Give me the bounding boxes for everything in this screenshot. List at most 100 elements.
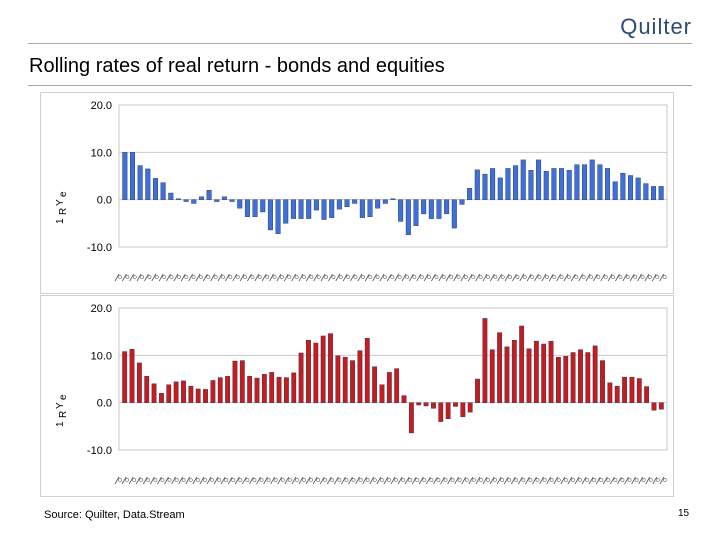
equity-returns-chart: 20.0 10.0 0.0 -10.0 1 RYe (55, 303, 668, 485)
bond-bar (612, 181, 618, 200)
page-title: Rolling rates of real return - bonds and… (29, 55, 445, 77)
bond-bar (321, 199, 327, 220)
equity-bar (298, 352, 304, 403)
equity-bar (622, 376, 627, 403)
equity-bar (526, 348, 532, 403)
equity-bar (445, 402, 451, 419)
equity-bar (306, 339, 311, 403)
bond-bar (252, 199, 258, 217)
equity-bar (497, 332, 503, 403)
bond-bar (536, 159, 542, 200)
bond-bar (313, 199, 319, 211)
equity-bar (386, 372, 392, 403)
bond-bar (237, 199, 243, 209)
equity-bar (342, 357, 348, 403)
equity-bar (328, 333, 333, 403)
equity-bar (181, 380, 186, 403)
equity-bar (379, 384, 385, 403)
bond-bar (283, 199, 289, 224)
header-divider (28, 43, 692, 44)
equity-bar (519, 325, 525, 403)
equity-bar (350, 360, 355, 403)
bond-x-tick-labels (114, 273, 667, 282)
equity-bar (629, 376, 635, 403)
equity-bar (129, 348, 135, 403)
bond-bar (398, 199, 404, 222)
equity-bar (614, 385, 620, 403)
equity-bar (533, 340, 539, 403)
equity-bar (144, 375, 150, 403)
bond-bar (605, 168, 611, 200)
equity-bar (320, 335, 326, 403)
page-number: 15 (678, 508, 690, 519)
equity-bar (578, 349, 583, 403)
bond-bar (129, 152, 135, 200)
bond-ytick-label: 20.0 (91, 100, 112, 112)
equity-bar (283, 377, 289, 403)
bond-bar (152, 178, 158, 200)
equity-bar (122, 351, 128, 403)
title-divider (28, 85, 692, 86)
bond-bar (229, 199, 235, 202)
bond-bar (474, 169, 480, 200)
svg-text:1: 1 (55, 421, 66, 427)
bond-bar (160, 182, 166, 200)
bond-bar (275, 199, 281, 234)
bond-bar (221, 196, 227, 200)
bond-bar (375, 199, 381, 209)
equity-bar (563, 356, 569, 403)
bond-bar (267, 199, 273, 231)
equity-bar (423, 402, 429, 407)
equity-bar (548, 340, 554, 403)
equity-bar (511, 339, 517, 403)
equity-bar (556, 357, 561, 403)
bond-bar (183, 199, 189, 202)
bond-bar (597, 164, 603, 200)
bond-bar (520, 159, 526, 200)
equity-bar (364, 338, 370, 403)
bond-bar (620, 172, 626, 200)
bond-bar (405, 199, 411, 235)
bond-bar (145, 168, 151, 200)
equity-bar (313, 342, 319, 403)
bond-bar (559, 168, 565, 200)
bond-bar (137, 165, 143, 200)
bond-bar (390, 198, 396, 200)
equity-bar (475, 378, 480, 403)
bond-bar (413, 199, 419, 226)
source-note: Source: Quilter, Data.Stream (44, 509, 185, 521)
equity-plot-area (118, 307, 668, 451)
equity-bar (401, 395, 407, 403)
bond-bar (505, 168, 511, 200)
bond-bar (436, 199, 442, 219)
equity-bar (651, 402, 657, 411)
bond-bar (574, 164, 580, 200)
equity-bar (482, 318, 488, 403)
equity-bar (203, 389, 208, 403)
equity-bar (159, 392, 164, 403)
equity-bar (232, 360, 238, 403)
equity-y-axis-label: 1 RYe (55, 394, 69, 427)
bond-bar (658, 186, 664, 200)
bond-bar (367, 199, 373, 217)
svg-text:e: e (58, 394, 69, 400)
bond-bar (329, 199, 335, 218)
equity-ytick-label: 20.0 (91, 303, 112, 315)
equity-bar (644, 386, 650, 403)
bond-bar (589, 159, 595, 200)
equity-bar (394, 368, 400, 403)
equity-bar (357, 350, 363, 403)
bond-bar (551, 168, 557, 200)
svg-text:Y: Y (55, 402, 66, 409)
equity-bar (431, 402, 436, 409)
bond-bar (298, 199, 304, 219)
bond-bar (122, 152, 128, 200)
bond-bar (582, 164, 588, 200)
equity-bar (239, 360, 245, 403)
equity-ytick-label: 10.0 (91, 350, 112, 362)
equity-bar (372, 366, 378, 403)
bond-bar (244, 199, 250, 217)
bond-bar (214, 199, 220, 202)
bond-bar (643, 183, 649, 200)
